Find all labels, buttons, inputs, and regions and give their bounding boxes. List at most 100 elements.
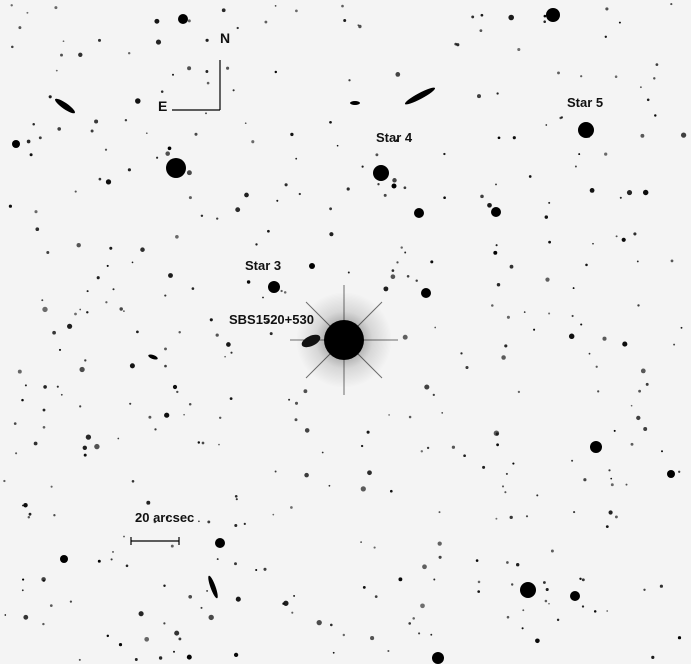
faint-star [10, 4, 13, 7]
faint-star [585, 263, 588, 267]
faint-star [595, 365, 598, 368]
faint-star [605, 7, 609, 11]
faint-star [41, 299, 44, 302]
faint-star [545, 124, 548, 126]
faint-star [630, 404, 633, 407]
faint-star [395, 139, 399, 142]
faint-star [544, 215, 549, 219]
faint-star [383, 193, 387, 197]
faint-star [124, 118, 128, 122]
faint-star [653, 77, 656, 80]
faint-star [42, 579, 45, 582]
faint-star [174, 630, 180, 636]
faint-star [512, 462, 515, 465]
faint-star [276, 199, 279, 202]
faint-star [342, 633, 345, 637]
faint-star [154, 18, 160, 24]
faint-star [495, 244, 498, 247]
faint-star [637, 304, 640, 307]
faint-star [246, 280, 251, 284]
faint-star [402, 334, 408, 340]
faint-star [207, 520, 211, 524]
faint-star [506, 315, 510, 319]
faint-star [201, 441, 205, 445]
faint-star [131, 480, 135, 483]
faint-star [262, 296, 264, 299]
faint-star [234, 562, 237, 566]
faint-star [451, 445, 456, 449]
faint-star [643, 588, 646, 591]
faint-star [172, 384, 178, 390]
faint-star [125, 564, 129, 568]
faint-star [506, 561, 509, 564]
faint-star [216, 558, 219, 561]
faint-star [3, 479, 6, 483]
faint-star [329, 120, 332, 124]
faint-star [105, 301, 108, 304]
faint-star [205, 112, 207, 115]
faint-star [32, 123, 35, 126]
faint-star [267, 229, 270, 233]
faint-star [188, 594, 193, 599]
faint-star [24, 384, 27, 387]
faint-star [26, 139, 31, 144]
faint-star [523, 311, 526, 313]
faint-star [517, 390, 521, 394]
faint-star [135, 98, 141, 104]
faint-star [316, 619, 322, 626]
faint-star [96, 276, 100, 280]
faint-star [332, 651, 335, 654]
faint-star [148, 415, 152, 419]
faint-star [460, 352, 463, 355]
star-4-label: Star 4 [376, 130, 413, 145]
faint-star [630, 442, 634, 446]
faint-star [336, 144, 339, 147]
faint-star [387, 649, 390, 653]
faint-star [79, 405, 82, 408]
faint-star [234, 494, 238, 498]
star-3-mark [268, 281, 280, 293]
faint-star [85, 434, 92, 440]
faint-star [360, 444, 364, 448]
faint-star [443, 152, 446, 156]
faint-star [638, 389, 641, 393]
faint-star [52, 330, 56, 335]
faint-star [477, 94, 481, 99]
faint-star [321, 451, 324, 454]
faint-star [123, 535, 125, 538]
faint-star [290, 132, 294, 137]
faint-star [533, 328, 536, 331]
faint-star [129, 402, 132, 405]
faint-star [191, 287, 195, 290]
faint-star [74, 312, 77, 316]
faint-star [62, 40, 65, 43]
faint-star [226, 342, 231, 347]
faint-star [426, 446, 430, 450]
faint-star [479, 29, 483, 33]
faint-star [659, 584, 663, 588]
faint-star [654, 114, 657, 117]
faint-star [23, 502, 28, 508]
faint-star [8, 204, 12, 208]
faint-star [437, 541, 442, 546]
faint-star [420, 603, 425, 609]
faint-star [390, 274, 396, 280]
faint-star [497, 136, 501, 140]
faint-star [548, 602, 550, 605]
faint-star [438, 511, 441, 514]
faint-star [29, 153, 33, 157]
faint-star [504, 344, 508, 348]
faint-star [642, 189, 649, 196]
faint-star [605, 525, 609, 528]
faint-star [145, 132, 148, 135]
faint-star [535, 638, 540, 644]
faint-star [471, 15, 475, 19]
bright-field-stars [12, 8, 675, 664]
faint-star [608, 469, 611, 472]
faint-star [370, 636, 375, 641]
faint-star [424, 384, 430, 390]
faint-star [581, 605, 585, 608]
star-4-mark [373, 165, 389, 181]
faint-star [244, 122, 247, 125]
faint-star [373, 546, 376, 549]
